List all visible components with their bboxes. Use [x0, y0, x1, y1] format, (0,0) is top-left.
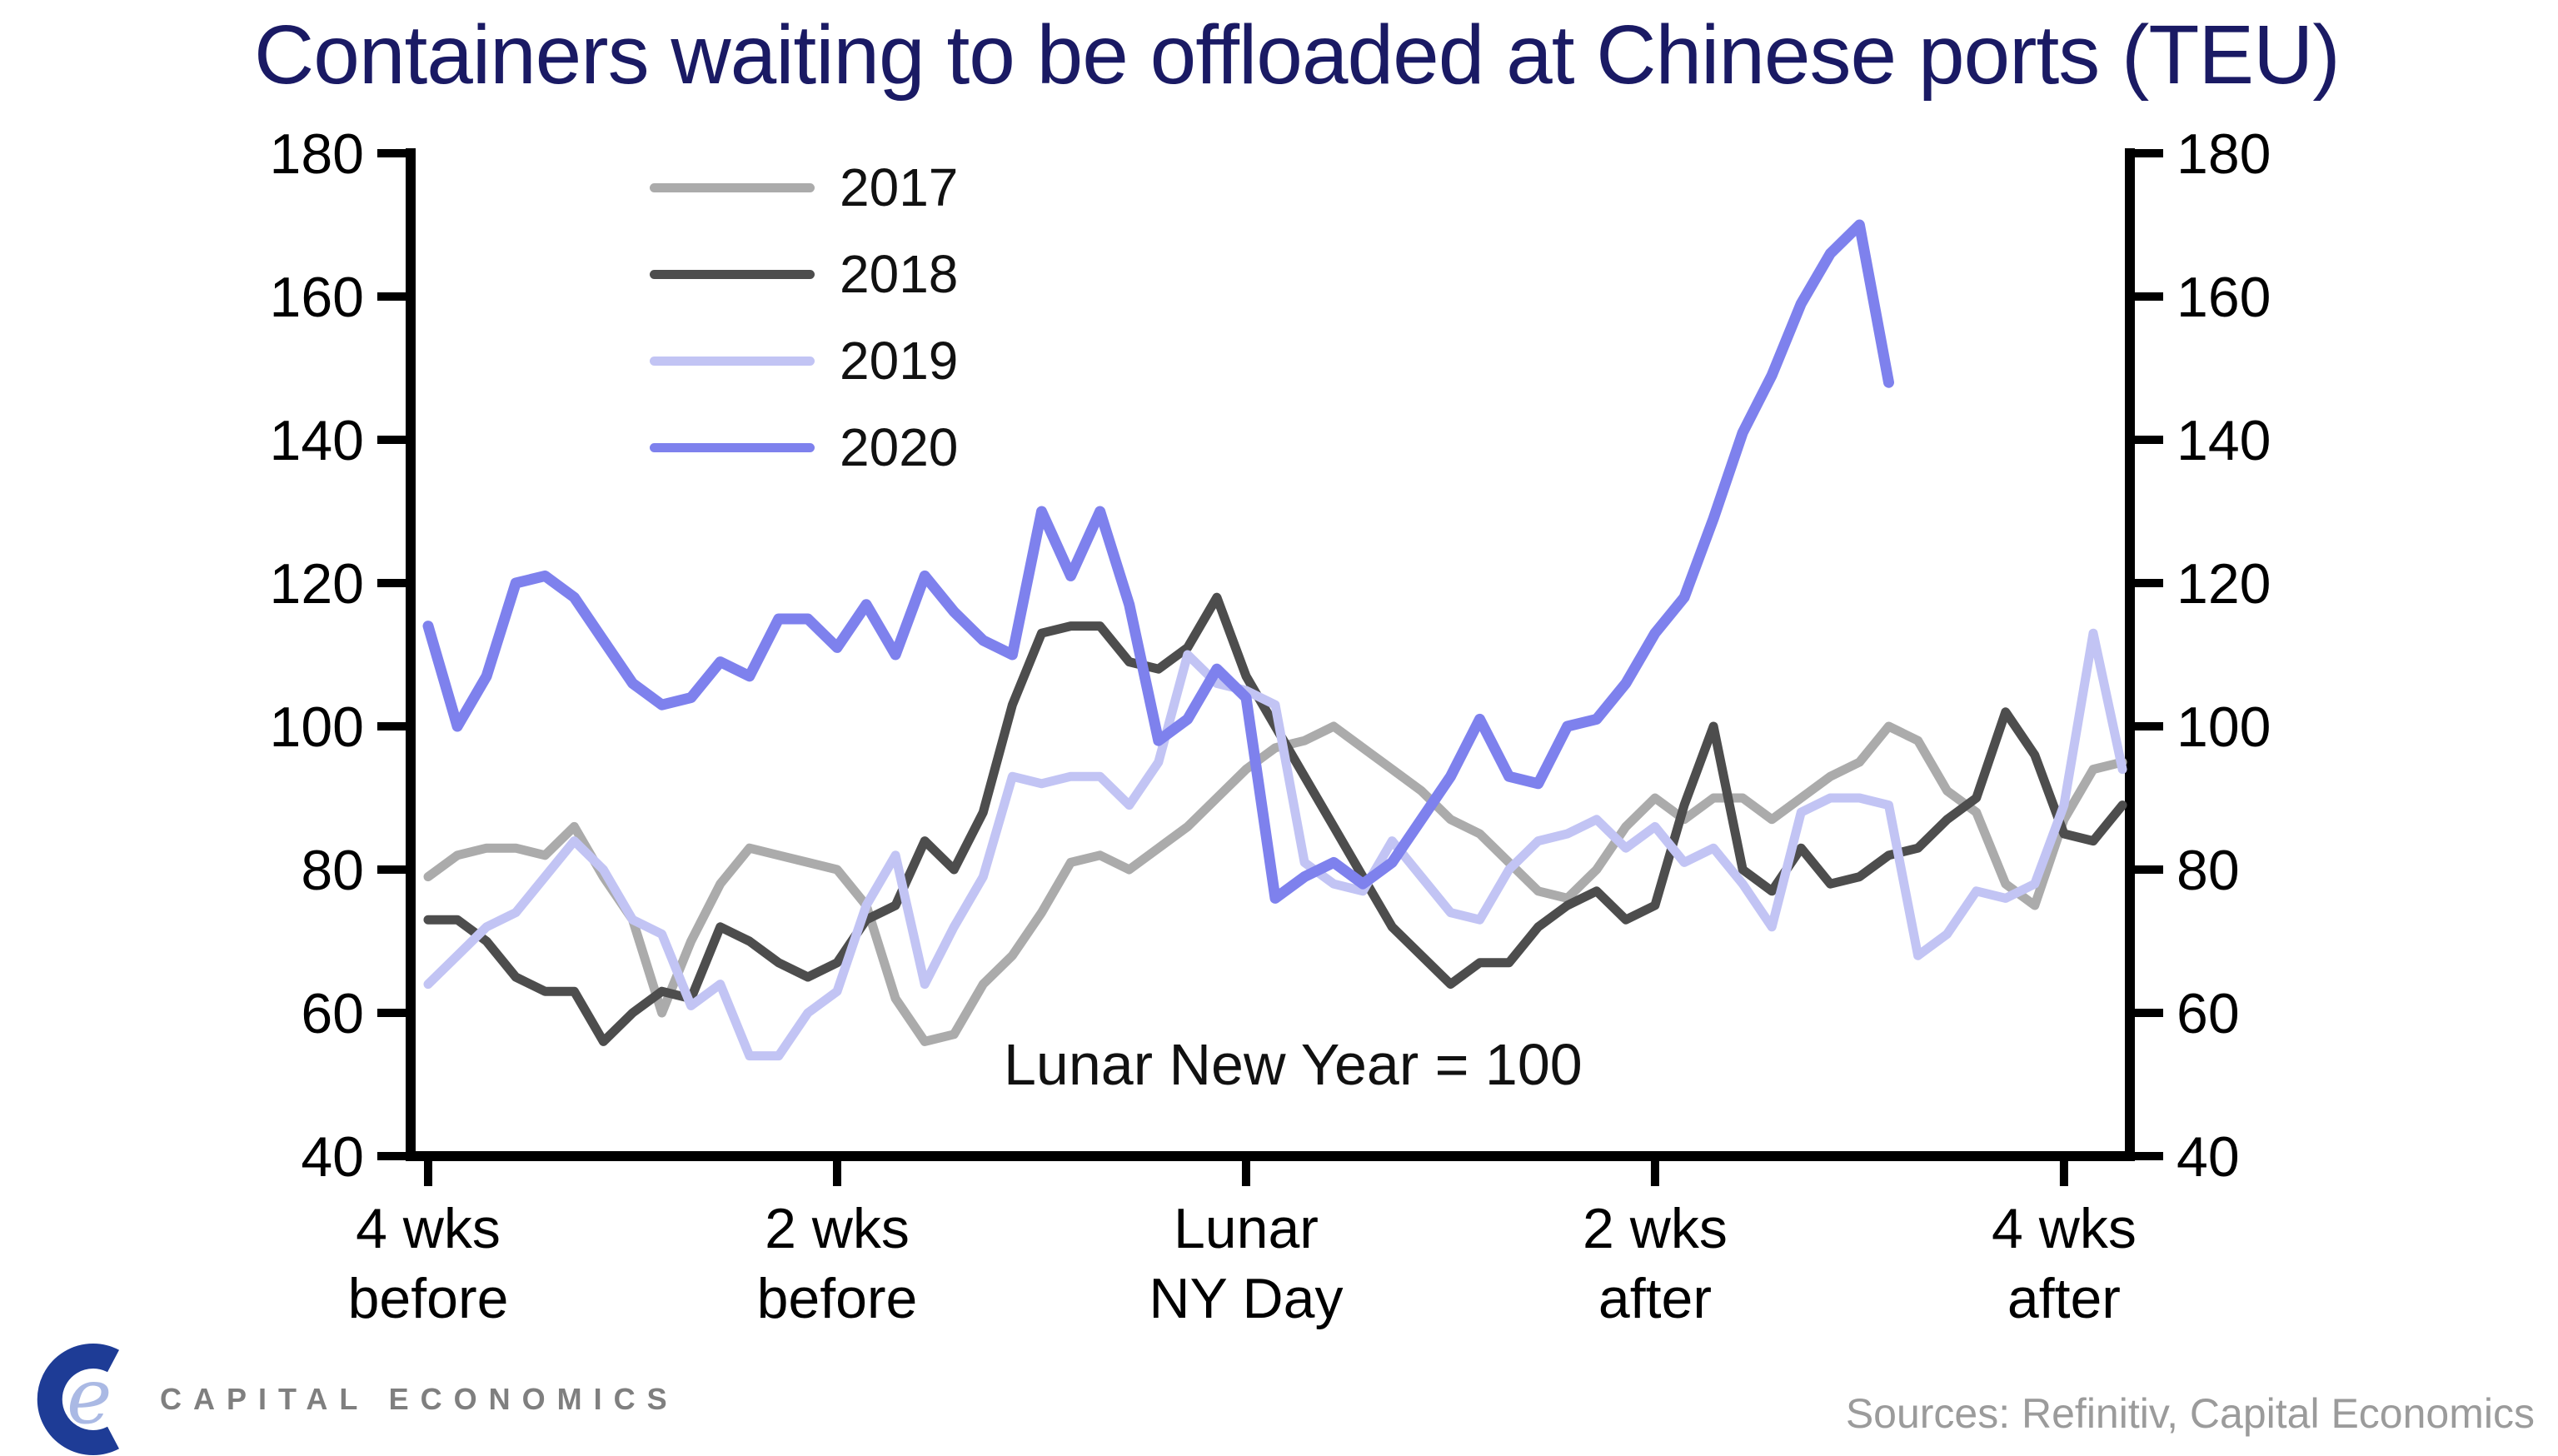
y-tick-label-right: 180 [2177, 122, 2271, 186]
y-tick-label-right: 40 [2177, 1125, 2240, 1189]
y-tick-label-right: 60 [2177, 982, 2240, 1045]
legend-item-2018: 2018 [650, 244, 959, 304]
x-tick-label-line2: NY Day [1149, 1267, 1343, 1330]
legend-label: 2020 [840, 417, 959, 477]
y-tick-label-left: 120 [270, 552, 364, 616]
page-title: Containers waiting to be offloaded at Ch… [254, 8, 2341, 102]
legend-line-2018-icon [650, 269, 815, 279]
series-line-2019 [423, 628, 2127, 1061]
source-note: Sources: Refinitiv, Capital Economics [1845, 1390, 2535, 1437]
legend-label: 2019 [840, 331, 959, 391]
y-tick-label-right: 120 [2177, 552, 2271, 616]
y-tick-label-left: 160 [270, 266, 364, 329]
y-tick-right [2135, 865, 2163, 874]
x-tick [1241, 1161, 1250, 1186]
legend-item-2020: 2020 [650, 417, 959, 477]
series-line-2017 [423, 721, 2127, 1046]
y-tick-left [377, 149, 406, 157]
x-tick-label-line1: 4 wks [356, 1197, 501, 1260]
y-tick-left [377, 436, 406, 444]
legend-line-2017-icon [650, 182, 815, 192]
x-tick-label-line1: Lunar [1174, 1197, 1319, 1260]
legend-label: 2017 [840, 157, 959, 217]
x-tick [832, 1161, 841, 1186]
x-axis [406, 1151, 2135, 1161]
x-tick [2059, 1161, 2068, 1186]
y-tick-right [2135, 436, 2163, 444]
y-tick-right [2135, 722, 2163, 730]
x-tick [1650, 1161, 1659, 1186]
y-tick-label-right: 140 [2177, 409, 2271, 472]
y-tick-right [2135, 1009, 2163, 1017]
legend-line-2019-icon [650, 356, 815, 366]
y-tick-left [377, 1152, 406, 1160]
x-tick-label-line1: 2 wks [765, 1197, 910, 1260]
x-tick-label-line2: before [348, 1267, 509, 1330]
legend-line-2020-icon [650, 442, 815, 452]
lunar-new-year-annotation: Lunar New Year = 100 [1004, 1032, 1583, 1097]
y-tick-label-right: 160 [2177, 266, 2271, 329]
y-tick-left [377, 292, 406, 301]
legend-label: 2018 [840, 244, 959, 304]
y-tick-label-left: 80 [301, 839, 364, 902]
y-tick-left [377, 865, 406, 874]
y-tick-label-left: 140 [270, 409, 364, 472]
legend-item-2017: 2017 [650, 157, 959, 217]
svg-text:e: e [67, 1352, 112, 1441]
y-tick-label-left: 40 [301, 1125, 364, 1189]
y-tick-right [2135, 292, 2163, 301]
y-tick-right [2135, 1152, 2163, 1160]
x-tick-label-line2: after [2007, 1267, 2121, 1330]
x-tick-label-line2: after [1598, 1267, 1712, 1330]
y-tick-label-left: 180 [270, 122, 364, 186]
y-axis-right [2125, 148, 2135, 1161]
y-axis-left [406, 148, 416, 1161]
x-tick-label-line1: 2 wks [1583, 1197, 1728, 1260]
y-tick-label-left: 60 [301, 982, 364, 1045]
series-line-2020 [422, 219, 1894, 904]
x-tick-label-line2: before [757, 1267, 918, 1330]
y-tick-label-right: 80 [2177, 839, 2240, 902]
x-tick [424, 1161, 432, 1186]
y-tick-right [2135, 579, 2163, 587]
capital-economics-logo: e CAPITAL ECONOMICS [15, 1343, 679, 1456]
y-tick-label-right: 100 [2177, 696, 2271, 759]
legend-item-2019: 2019 [650, 331, 959, 391]
logo-caption: CAPITAL ECONOMICS [160, 1382, 679, 1416]
capital-economics-mark-icon: e [37, 1344, 119, 1455]
y-tick-left [377, 579, 406, 587]
x-tick-label-line1: 4 wks [1992, 1197, 2137, 1260]
y-tick-left [377, 722, 406, 730]
y-tick-label-left: 100 [270, 696, 364, 759]
y-tick-right [2135, 149, 2163, 157]
y-tick-left [377, 1009, 406, 1017]
